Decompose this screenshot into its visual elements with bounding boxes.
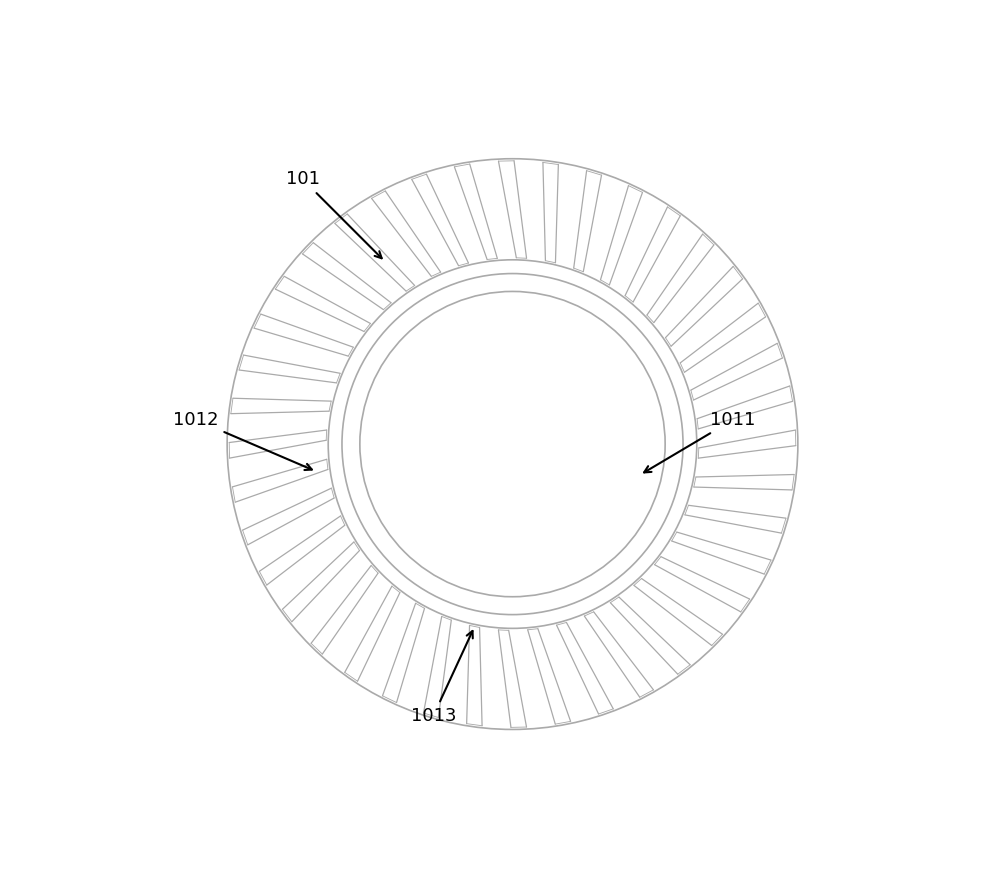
Text: 1012: 1012 — [173, 411, 312, 470]
Text: 101: 101 — [286, 171, 382, 258]
Text: 1013: 1013 — [411, 631, 473, 725]
Text: 1011: 1011 — [644, 411, 755, 472]
